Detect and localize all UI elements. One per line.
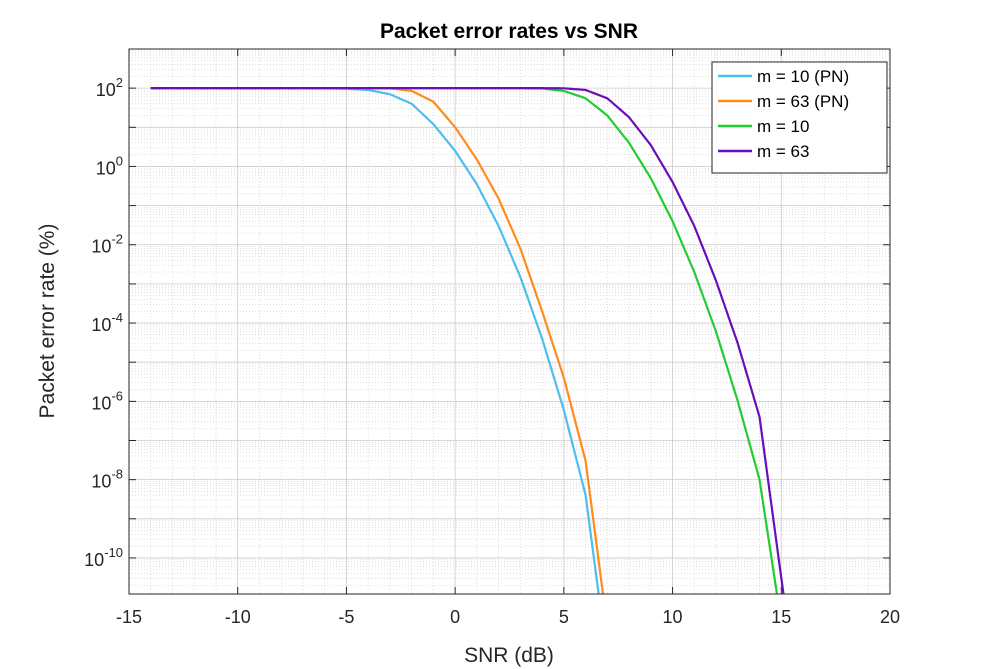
plot-frame: [128, 48, 891, 595]
legend-label: m = 10: [757, 117, 809, 136]
x-tick-label: 5: [559, 607, 569, 627]
y-tick-label: 10-6: [91, 388, 123, 413]
y-tick-label: 102: [96, 75, 123, 100]
x-tick-label: 10: [663, 607, 683, 627]
x-tick-label: -10: [225, 607, 251, 627]
y-tick-label: 10-8: [91, 467, 123, 492]
x-tick-label: 0: [450, 607, 460, 627]
chart-title: Packet error rates vs SNR: [380, 20, 638, 43]
y-tick-label: 100: [96, 153, 123, 178]
legend-label: m = 63: [757, 142, 809, 161]
y-axis-label: Packet error rate (%): [36, 224, 59, 419]
legend: m = 10 (PN) m = 63 (PN) m = 10 m = 63: [711, 61, 888, 174]
x-tick-label: 20: [880, 607, 900, 627]
x-tick-labels: -15 -10 -5 0 5 10 15 20: [116, 607, 900, 627]
tick-marks: [128, 49, 891, 594]
grid: [129, 49, 890, 594]
x-tick-label: 15: [771, 607, 791, 627]
series-line: [150, 87, 785, 595]
y-tick-label: 10-4: [91, 310, 123, 335]
x-tick-label: -15: [116, 607, 142, 627]
legend-label: m = 63 (PN): [757, 92, 849, 111]
legend-box: [711, 61, 888, 174]
y-tick-label: 10-10: [84, 545, 123, 570]
legend-label: m = 10 (PN): [757, 67, 849, 86]
y-tick-label: 10-2: [91, 232, 123, 257]
y-tick-labels: 102 100 10-2 10-4 10-6 10-8 10-10: [84, 75, 123, 570]
x-tick-label: -5: [338, 607, 354, 627]
series-lines: [150, 87, 785, 595]
x-axis-label: SNR (dB): [464, 644, 554, 667]
